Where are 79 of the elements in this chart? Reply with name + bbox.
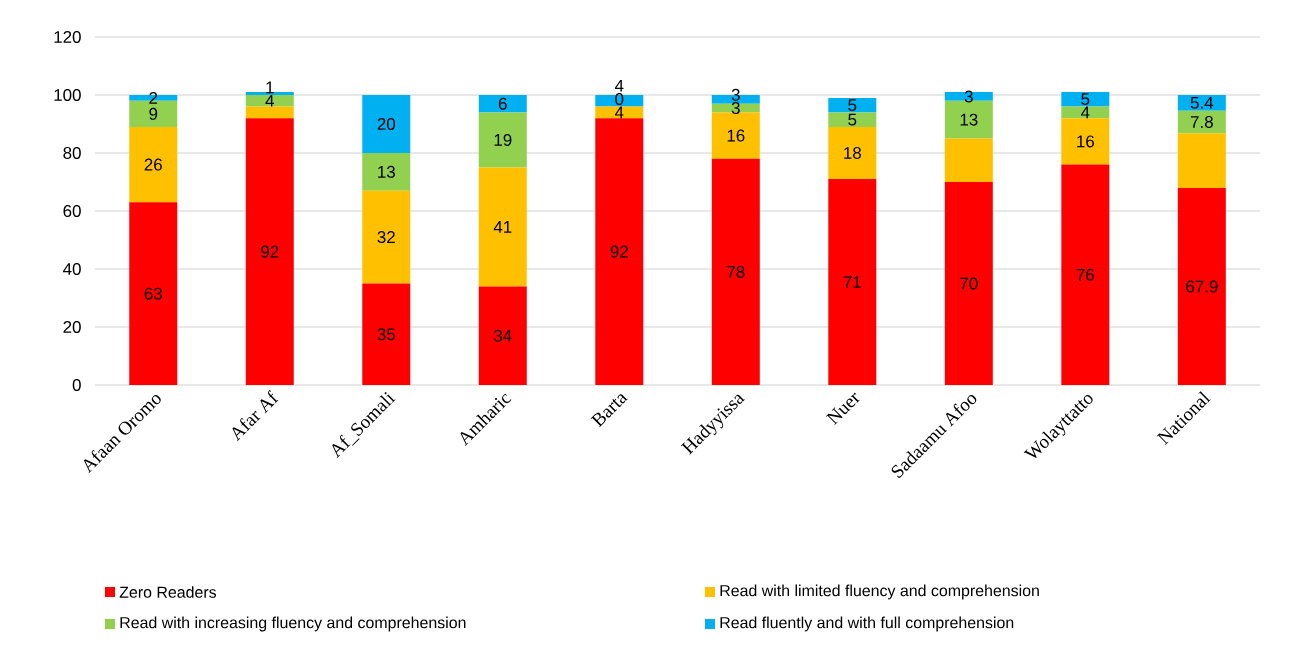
data-label: 78 xyxy=(727,265,745,278)
bar xyxy=(595,118,644,385)
legend-label: Read with increasing fluency and comprehension xyxy=(120,616,466,632)
bar xyxy=(478,94,527,113)
legend-label: Read with limited fluency and comprehension xyxy=(720,584,1039,600)
data-label: 26 xyxy=(144,158,162,171)
data-label: 32 xyxy=(377,231,395,244)
data-label: 41 xyxy=(493,221,512,233)
y-tick-label: 40 xyxy=(63,263,81,275)
bar xyxy=(1177,110,1226,134)
bar xyxy=(1177,94,1226,111)
bar xyxy=(944,138,993,182)
data-label: 4 xyxy=(1081,106,1090,119)
data-label: 16 xyxy=(727,129,745,142)
data-label: 4 xyxy=(614,79,624,92)
bar xyxy=(245,106,294,119)
data-label: 5 xyxy=(848,99,857,112)
data-label: 9 xyxy=(149,107,158,120)
bar xyxy=(1061,92,1110,107)
bar xyxy=(711,112,760,159)
bar xyxy=(828,179,877,385)
bar xyxy=(944,92,993,101)
bar xyxy=(828,97,877,113)
bar xyxy=(129,202,178,385)
data-label: 0 xyxy=(615,93,624,106)
data-label: 70 xyxy=(960,277,978,290)
data-label: 18 xyxy=(844,147,861,159)
bar xyxy=(245,92,294,95)
data-label: 5.4 xyxy=(1190,96,1214,109)
data-label: 20 xyxy=(377,117,396,130)
y-tick-label: 120 xyxy=(54,30,81,43)
data-label: 67.9 xyxy=(1186,280,1218,293)
data-label: 3 xyxy=(731,102,740,115)
data-label: 19 xyxy=(494,133,512,146)
data-label: 76 xyxy=(1076,268,1094,281)
bar xyxy=(1177,133,1226,189)
bar xyxy=(362,153,411,191)
bar xyxy=(245,94,294,107)
data-label: 34 xyxy=(494,329,512,342)
y-tick-label: 20 xyxy=(63,321,81,333)
data-label: 13 xyxy=(378,165,395,178)
bar xyxy=(828,112,877,127)
data-label: 5 xyxy=(1081,93,1090,105)
x-tick-label: Afar Af xyxy=(232,390,279,442)
legend-label: Zero Readers xyxy=(119,586,217,598)
data-label: 3 xyxy=(964,90,973,103)
data-label: 16 xyxy=(1077,135,1094,148)
bar xyxy=(129,126,178,203)
y-tick-label: 80 xyxy=(63,147,81,159)
bar xyxy=(828,126,877,180)
data-label: 13 xyxy=(960,113,978,126)
data-label: 7.8 xyxy=(1190,115,1213,128)
data-label: 6 xyxy=(498,97,507,110)
y-tick-label: 100 xyxy=(54,89,81,101)
bar xyxy=(478,286,527,385)
data-label: 63 xyxy=(144,287,162,300)
bar xyxy=(711,158,760,385)
bar xyxy=(595,94,644,107)
data-label: 1 xyxy=(266,81,274,94)
bar xyxy=(1061,118,1110,165)
y-tick-label: 0 xyxy=(72,379,81,391)
bar xyxy=(362,283,411,385)
bar xyxy=(944,182,993,385)
legend-label: Read fluently and with full comprehension xyxy=(720,616,1014,632)
data-label: 92 xyxy=(261,245,279,258)
y-tick-label: 60 xyxy=(63,205,81,217)
bar xyxy=(1177,188,1226,385)
data-label: 35 xyxy=(377,328,395,341)
bar xyxy=(478,112,527,168)
data-label: 4 xyxy=(614,106,624,119)
bar xyxy=(245,118,294,385)
data-label: 5 xyxy=(848,113,857,126)
bar xyxy=(362,190,411,284)
data-label: 71 xyxy=(843,276,861,288)
data-label: 92 xyxy=(610,245,628,258)
bar xyxy=(478,167,527,287)
data-label: 4 xyxy=(265,94,274,107)
bar xyxy=(1061,164,1110,385)
bar xyxy=(362,94,411,153)
